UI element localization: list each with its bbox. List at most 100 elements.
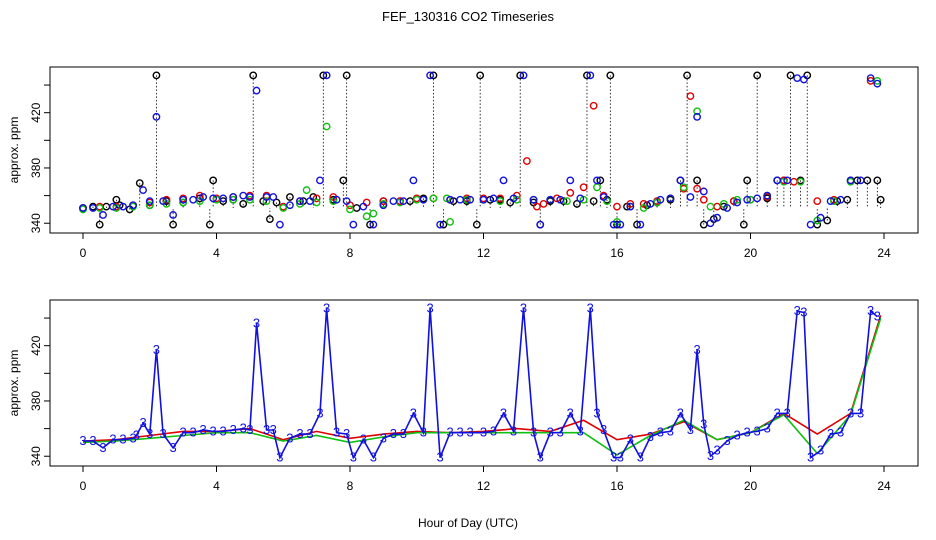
data-point-blue (276, 220, 284, 229)
data-point-blue (359, 202, 368, 211)
data-point-red (613, 202, 621, 211)
point-label: 3 (567, 405, 574, 420)
x-tick-label: 16 (610, 479, 624, 493)
y-tick-label: 380 (29, 391, 43, 411)
data-point-blue (800, 75, 808, 84)
data-point-green (322, 122, 331, 131)
point-label: 3 (520, 300, 527, 315)
point-label: 3 (847, 405, 854, 420)
x-tick-label: 0 (80, 246, 87, 260)
point-label: 3 (693, 342, 700, 357)
data-point-blue (856, 176, 865, 185)
data-point-black (342, 71, 351, 80)
point-label: 3 (426, 300, 433, 315)
data-point-blue (676, 176, 685, 185)
data-point-blue (646, 199, 655, 208)
data-point-red (789, 177, 798, 186)
point-label: 3 (657, 425, 664, 440)
point-label: 3 (557, 425, 564, 440)
point-label: 3 (734, 428, 741, 443)
point-label: 3 (350, 450, 357, 465)
x-tick-label: 24 (877, 246, 891, 260)
data-point-blue (666, 194, 675, 203)
data-point-green (245, 195, 254, 204)
point-label: 3 (724, 433, 731, 448)
point-label: 3 (400, 426, 407, 441)
data-point-blue (509, 194, 518, 203)
data-point-green (873, 77, 882, 85)
data-point-blue (119, 202, 127, 211)
data-point-black (472, 220, 481, 229)
data-point-black (239, 199, 248, 208)
data-point-blue (99, 211, 107, 219)
point-label: 3 (436, 450, 443, 465)
data-point-black (876, 195, 885, 204)
point-label: 3 (774, 405, 781, 420)
point-label: 3 (119, 432, 126, 447)
data-point-blue (379, 201, 388, 210)
data-point-red (713, 202, 722, 211)
point-label: 3 (627, 432, 634, 447)
data-point-black (589, 197, 598, 206)
y-tick-label: 340 (29, 446, 43, 466)
data-point-blue (836, 195, 845, 204)
data-point-blue (753, 194, 762, 203)
point-label: 3 (420, 425, 427, 440)
data-point-blue (332, 195, 341, 204)
point-label: 3 (89, 433, 96, 448)
point-label: 3 (467, 425, 474, 440)
data-point-red (539, 199, 548, 208)
data-point-green (296, 199, 304, 208)
data-point-black (606, 71, 615, 80)
data-point-green (312, 198, 321, 207)
point-label: 3 (159, 426, 166, 441)
x-tick-label: 0 (80, 479, 87, 493)
data-point-red (379, 197, 388, 206)
data-point-green (145, 201, 154, 210)
data-point-blue (322, 71, 331, 80)
y-tick-label: 340 (29, 213, 43, 233)
data-point-blue (686, 193, 695, 201)
point-label: 3 (764, 421, 771, 436)
point-label: 3 (784, 405, 791, 420)
point-label: 3 (874, 309, 881, 324)
data-point-blue (816, 213, 825, 222)
x-tick-label: 8 (347, 246, 354, 260)
point-label: 3 (129, 430, 136, 445)
point-label: 3 (296, 426, 303, 441)
point-label: 3 (333, 425, 340, 440)
point-label: 3 (577, 423, 584, 438)
data-point-black (753, 71, 762, 80)
point-label: 3 (593, 405, 600, 420)
data-point-blue (419, 195, 428, 204)
data-point-blue (109, 202, 117, 211)
data-point-green (362, 212, 371, 221)
data-point-blue (793, 74, 802, 83)
data-point-red (693, 184, 701, 193)
data-point-blue (342, 197, 351, 206)
point-label: 3 (246, 422, 253, 437)
data-point-blue (826, 197, 835, 206)
data-point-blue (636, 220, 645, 229)
data-point-blue (409, 176, 418, 185)
data-point-green (179, 198, 188, 207)
data-point-blue (269, 193, 278, 201)
point-label: 3 (647, 429, 654, 444)
data-point-black (249, 71, 258, 80)
point-label: 3 (190, 425, 197, 440)
data-point-red (566, 188, 575, 197)
point-label: 3 (510, 423, 517, 438)
x-tick-label: 12 (477, 246, 491, 260)
point-label: 3 (837, 425, 844, 440)
data-point-blue (873, 79, 882, 88)
point-label: 3 (754, 423, 761, 438)
point-label: 3 (79, 433, 86, 448)
data-point-red (589, 101, 598, 110)
point-label: 3 (370, 450, 377, 465)
point-label: 3 (600, 422, 607, 437)
data-point-blue (586, 71, 595, 80)
data-point-green (496, 197, 505, 206)
data-point-green (693, 107, 701, 116)
data-point-blue (706, 219, 715, 228)
